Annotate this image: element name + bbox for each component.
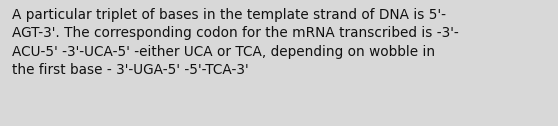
Text: A particular triplet of bases in the template strand of DNA is 5'-
AGT-3'. The c: A particular triplet of bases in the tem… [12,8,459,77]
